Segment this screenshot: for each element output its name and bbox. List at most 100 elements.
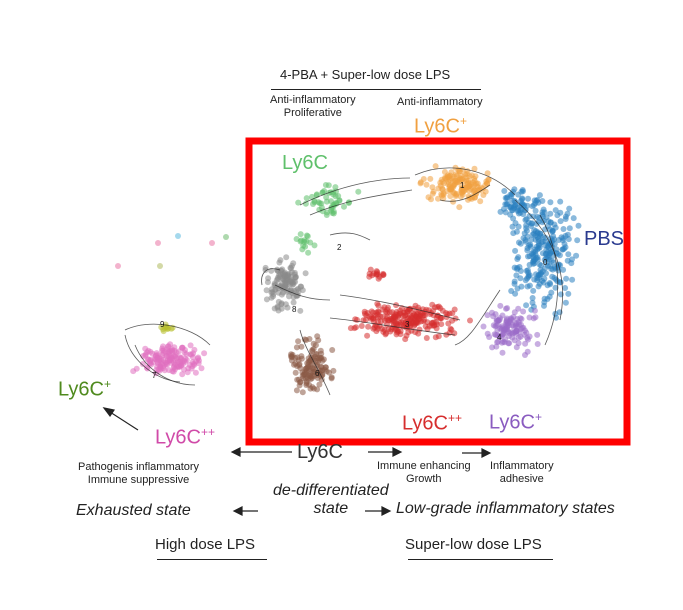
cell-dot xyxy=(520,308,527,315)
cell-dot xyxy=(535,238,542,245)
cell-dot xyxy=(504,305,511,312)
cell-dot xyxy=(438,191,445,198)
cell-dot xyxy=(292,369,299,376)
ly6c-orange-sup: + xyxy=(459,114,467,128)
cell-dot xyxy=(565,290,572,297)
cell-dot xyxy=(429,190,436,197)
cell-dot xyxy=(336,197,343,204)
cell-dot xyxy=(374,311,381,318)
cell-dot xyxy=(499,349,506,356)
cell-dot xyxy=(557,218,564,225)
cell-dot xyxy=(524,348,531,355)
cell-dot xyxy=(555,237,562,243)
velocity-streamline xyxy=(124,334,181,383)
cell-dot xyxy=(501,188,508,194)
cell-dot xyxy=(310,365,317,372)
cell-dot xyxy=(506,333,512,339)
cell-dot xyxy=(298,237,305,244)
cell-dot xyxy=(345,200,352,206)
cell-dot xyxy=(547,210,554,217)
cell-dot xyxy=(541,302,547,309)
cell-dot xyxy=(493,316,500,323)
velocity-streamline xyxy=(329,232,371,241)
dedifferentiated-state-label: de-differentiated state xyxy=(273,482,389,518)
cell-dot xyxy=(299,389,306,396)
ly6c-pink-label: Ly6C++ xyxy=(155,425,215,450)
cell-dot xyxy=(401,322,408,329)
cell-dot xyxy=(194,355,201,362)
cell-dot xyxy=(322,182,329,188)
cell-dot xyxy=(565,251,572,258)
enhancing-note-line2: Growth xyxy=(406,473,442,485)
cluster-number-2: 2 xyxy=(337,243,342,252)
cell-dot xyxy=(163,324,169,331)
cell-dot xyxy=(157,365,164,372)
exhausted-state-label: Exhausted state xyxy=(76,502,191,519)
cell-dot xyxy=(378,318,384,325)
cell-dot xyxy=(568,260,575,267)
cluster-number-6: 6 xyxy=(315,369,320,378)
cell-dot xyxy=(341,203,347,210)
cell-dot xyxy=(332,184,339,191)
cell-dot xyxy=(297,307,304,314)
cell-dot xyxy=(413,318,419,325)
cell-dot xyxy=(514,285,521,292)
cell-dot xyxy=(299,246,306,253)
cell-dot xyxy=(543,246,550,253)
cell-dot xyxy=(548,289,555,296)
cell-dot xyxy=(302,270,309,277)
cell-dot xyxy=(557,198,564,205)
cell-dot xyxy=(560,226,567,232)
cell-dot xyxy=(311,242,318,249)
cell-dot xyxy=(524,283,531,290)
cell-dot xyxy=(290,294,297,301)
cell-dot xyxy=(456,204,463,211)
cell-dot xyxy=(529,295,536,301)
cell-dot xyxy=(520,324,527,331)
cell-dot xyxy=(176,354,183,361)
cell-dot xyxy=(298,355,305,362)
top-condition-underline xyxy=(271,89,481,90)
ly6c-left-green-label: Ly6C+ xyxy=(58,377,111,402)
cell-dot xyxy=(188,351,195,358)
cell-dot xyxy=(575,222,582,229)
cell-dot xyxy=(397,328,404,335)
cell-dot xyxy=(467,317,473,324)
cell-dot xyxy=(522,340,529,347)
cell-dot xyxy=(297,231,304,238)
cell-dot xyxy=(512,202,519,209)
cell-dot xyxy=(387,328,394,335)
cell-dot xyxy=(497,302,504,309)
cell-dot xyxy=(390,318,397,325)
cell-dot xyxy=(510,323,517,330)
cell-dot xyxy=(560,266,567,273)
cell-dot xyxy=(569,276,576,283)
velocity-streamline xyxy=(454,289,501,346)
cell-dot xyxy=(556,252,563,259)
cluster-number-3: 3 xyxy=(405,320,410,329)
cell-dot xyxy=(509,207,516,214)
cell-dot xyxy=(362,316,369,323)
top-left-note-line2: Proliferative xyxy=(283,107,342,119)
cell-dot xyxy=(271,282,278,289)
cell-dot xyxy=(297,283,304,290)
cell-dot xyxy=(452,193,459,200)
velocity-streamline xyxy=(414,167,516,196)
cell-dot xyxy=(470,179,476,186)
ly6c-center-label: Ly6C xyxy=(297,441,343,463)
cell-dot xyxy=(147,348,154,355)
cell-dot xyxy=(523,216,530,223)
cell-dot xyxy=(302,370,309,377)
cell-dot xyxy=(530,213,537,220)
velocity-streamline xyxy=(329,317,456,336)
velocity-streamlines xyxy=(124,167,563,396)
cell-dot xyxy=(321,188,328,194)
cell-dot xyxy=(445,174,452,181)
cell-dot xyxy=(329,347,336,353)
cell-dot xyxy=(411,311,418,318)
cell-dot xyxy=(316,367,323,374)
cell-dot xyxy=(458,182,465,189)
velocity-streamline xyxy=(339,294,461,321)
cell-dot xyxy=(170,364,177,371)
cell-dot xyxy=(374,271,380,278)
